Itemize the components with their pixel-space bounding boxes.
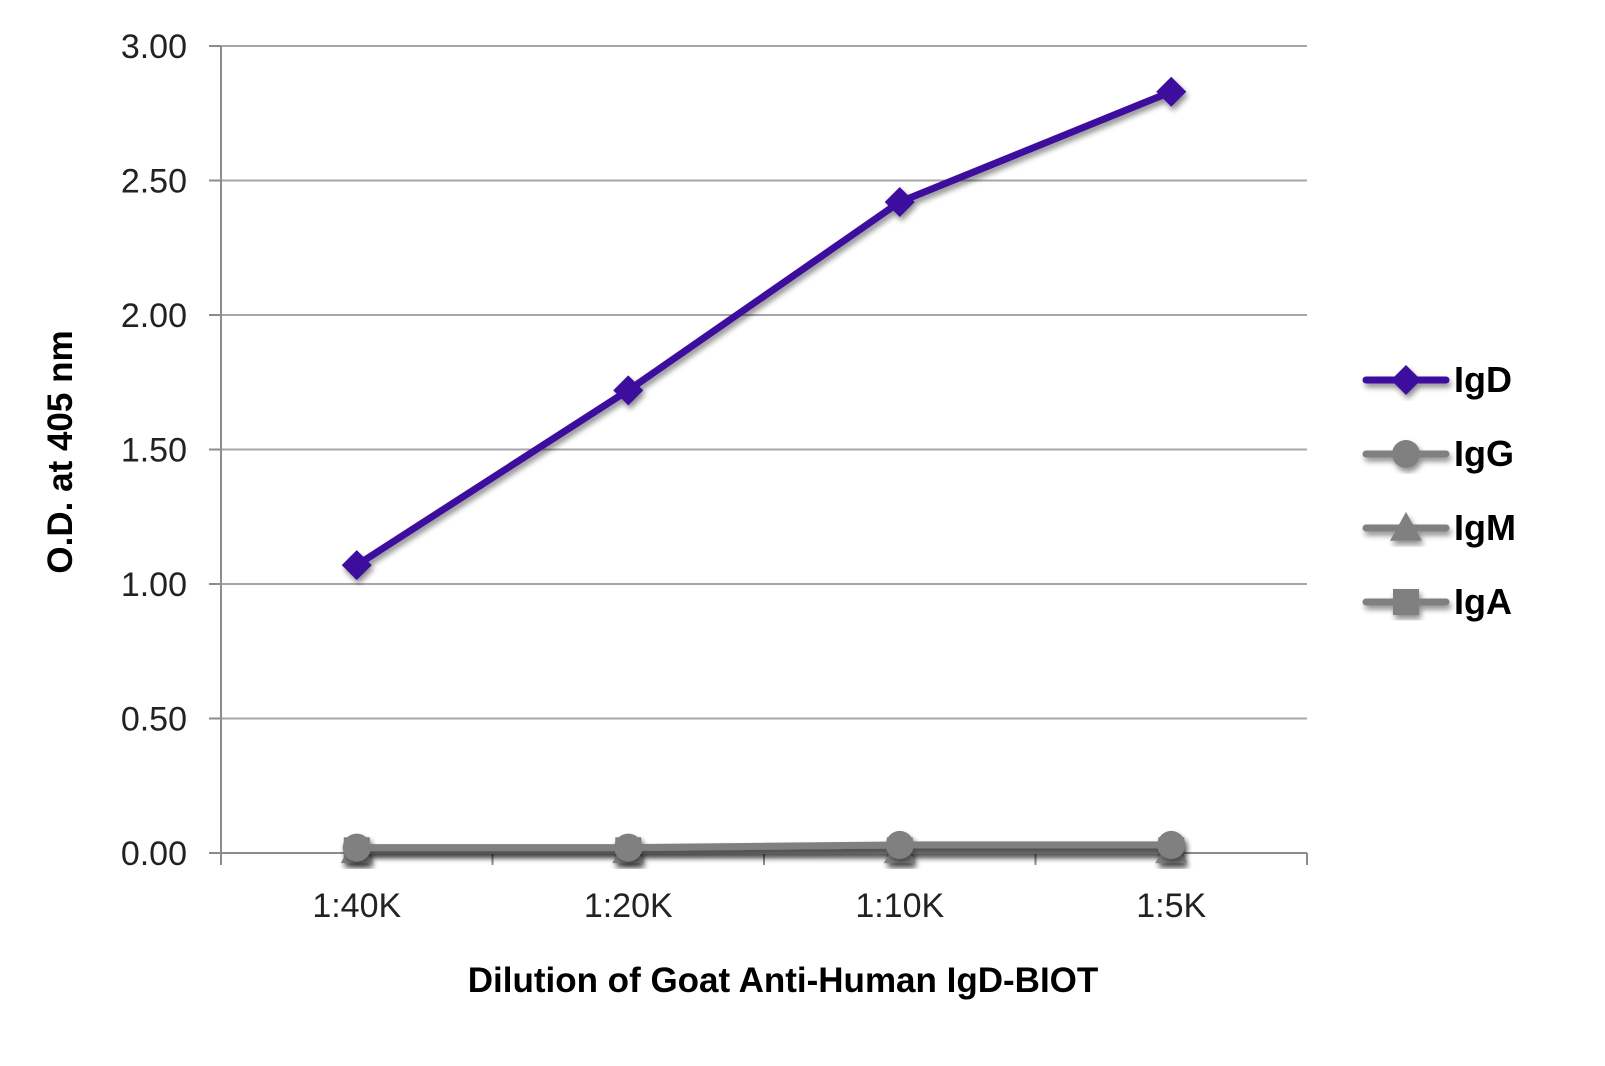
x-axis-title: Dilution of Goat Anti-Human IgD-BIOT — [468, 961, 1099, 1000]
data-point-igd — [341, 550, 372, 581]
y-tick-label: 2.50 — [121, 163, 187, 201]
data-point-igg — [342, 833, 371, 862]
legend-marker-igm — [1390, 512, 1422, 541]
y-tick-label: 3.00 — [121, 28, 187, 66]
series-igd — [341, 76, 1187, 581]
y-tick-label: 1.50 — [121, 432, 187, 470]
data-point-igd — [613, 375, 644, 406]
legend-marker-iga — [1393, 589, 1419, 615]
legend-item-igm — [1362, 512, 1450, 541]
x-tick-label: 1:10K — [855, 887, 944, 925]
series-group — [340, 76, 1188, 864]
legend-marker-igg — [1392, 440, 1420, 468]
x-tick-label: 1:20K — [584, 887, 673, 925]
legend-marker-igd — [1391, 365, 1421, 395]
data-point-igd — [1156, 76, 1187, 107]
series-igg — [342, 830, 1186, 862]
legend-item-iga — [1362, 589, 1450, 615]
y-tick-label: 1.00 — [121, 566, 187, 604]
gridlines — [221, 45, 1307, 720]
x-tick-label: 1:40K — [312, 887, 401, 925]
axes: 0.00 0.50 1.00 1.50 2.00 2.50 3.00 1:40K 1:20K 1:… — [121, 28, 1308, 925]
data-point-igg — [1157, 830, 1186, 859]
data-point-igd — [884, 187, 915, 218]
data-point-igg — [614, 833, 643, 862]
y-tick-label: 0.00 — [121, 835, 187, 873]
legend-label-igd: IgD — [1454, 359, 1512, 400]
legend-label-iga: IgA — [1454, 581, 1512, 622]
y-tick-label: 2.00 — [121, 297, 187, 335]
legend-label-igm: IgM — [1454, 507, 1516, 548]
x-tick-label: 1:5K — [1136, 887, 1206, 925]
y-tick-label: 0.50 — [121, 701, 187, 739]
y-axis-title: O.D. at 405 nm — [41, 330, 80, 573]
series-line-igd — [353, 88, 1175, 569]
legend-item-igg — [1362, 440, 1450, 468]
legend: IgD IgG IgM IgA — [1362, 359, 1516, 622]
legend-item-igd — [1362, 365, 1450, 395]
legend-label-igg: IgG — [1454, 433, 1514, 474]
data-point-igg — [885, 830, 914, 859]
series-line-igg — [353, 841, 1175, 852]
